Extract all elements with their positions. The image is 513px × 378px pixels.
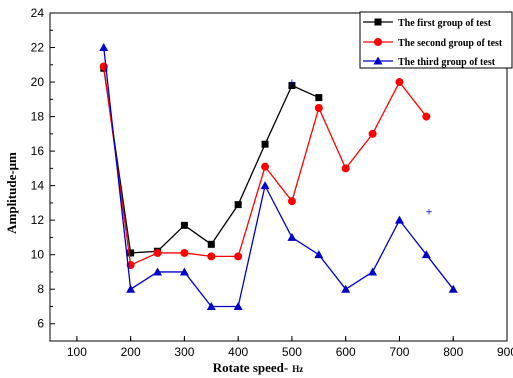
data-point-triangle: [153, 267, 163, 276]
stray-plus-mark: +: [425, 208, 433, 218]
data-point-square: [288, 82, 296, 90]
x-tick-label: 100: [67, 345, 87, 359]
data-point-circle: [395, 78, 404, 87]
y-tick-label: 8: [37, 282, 44, 296]
x-tick-label: 600: [336, 345, 356, 359]
legend-box: [359, 11, 513, 69]
y-tick-label: 6: [37, 317, 44, 331]
legend-label-2: The second group of test: [398, 38, 503, 49]
legend-marker-triangle: [373, 56, 383, 65]
data-point-triangle: [448, 284, 458, 293]
data-point-circle: [153, 248, 162, 257]
data-point-circle: [341, 164, 350, 173]
y-tick-label: 16: [31, 144, 45, 158]
x-tick-label: 500: [282, 345, 302, 359]
data-point-circle: [422, 112, 431, 121]
data-point-triangle: [260, 181, 270, 190]
plot-frame: [49, 12, 508, 342]
series-3: [99, 43, 458, 310]
legend: The first group of test The second group…: [359, 11, 513, 69]
legend-label-3: The third group of test: [398, 57, 496, 68]
data-point-triangle: [368, 267, 378, 276]
x-tick-label: 900: [497, 345, 513, 359]
legend-marker-circle: [374, 38, 382, 46]
stray-plus-mark: +: [288, 78, 296, 88]
data-point-circle: [314, 103, 323, 112]
y-tick-label: 24: [31, 6, 45, 20]
y-tick-label: 22: [31, 41, 45, 55]
data-point-triangle: [206, 301, 216, 310]
data-point-triangle: [99, 43, 109, 52]
series-2: [99, 62, 431, 270]
x-axis-unit: Hz: [292, 364, 303, 374]
axis-ticks: 100 200 300 400 500 600 700 800 900 6 8 10 12 14 16 18 2…: [31, 6, 513, 359]
data-point-circle: [207, 252, 216, 261]
x-axis-label: Rotate speed-: [213, 360, 288, 375]
x-tick-label: 800: [443, 345, 463, 359]
y-tick-label: 10: [31, 248, 45, 262]
data-point-circle: [261, 162, 270, 171]
data-point-circle: [287, 197, 296, 206]
y-tick-label: 12: [31, 213, 45, 227]
x-tick-label: 700: [389, 345, 409, 359]
series-layer: ++: [99, 43, 458, 310]
x-tick-label: 200: [121, 345, 141, 359]
data-point-triangle: [314, 250, 324, 259]
data-point-triangle: [394, 215, 404, 224]
x-tick-label: 400: [228, 345, 248, 359]
legend-marker-square: [374, 18, 382, 26]
data-point-square: [234, 201, 242, 209]
data-point-circle: [180, 248, 189, 257]
y-tick-label: 14: [31, 179, 45, 193]
data-point-triangle: [126, 284, 136, 293]
data-point-triangle: [233, 301, 243, 310]
series-1: [100, 64, 323, 257]
y-axis-title: Amplitude-μm: [4, 152, 19, 234]
data-point-square: [261, 140, 269, 148]
legend-label-1: The first group of test: [398, 18, 492, 29]
series-line: [103, 68, 320, 254]
data-point-triangle: [287, 232, 297, 241]
data-point-circle: [234, 252, 243, 261]
x-axis-title: Rotate speed- Hz: [213, 360, 303, 375]
data-point-square: [180, 221, 188, 229]
series-line: [103, 47, 454, 308]
x-tick-label: 300: [174, 345, 194, 359]
data-point-triangle: [179, 267, 189, 276]
data-point-square: [315, 94, 323, 102]
data-point-triangle: [421, 250, 431, 259]
data-point-triangle: [341, 284, 351, 293]
data-point-square: [207, 240, 215, 248]
data-point-circle: [368, 129, 377, 138]
data-point-square: [127, 249, 135, 257]
y-tick-label: 18: [31, 110, 45, 124]
y-tick-label: 20: [31, 75, 45, 89]
